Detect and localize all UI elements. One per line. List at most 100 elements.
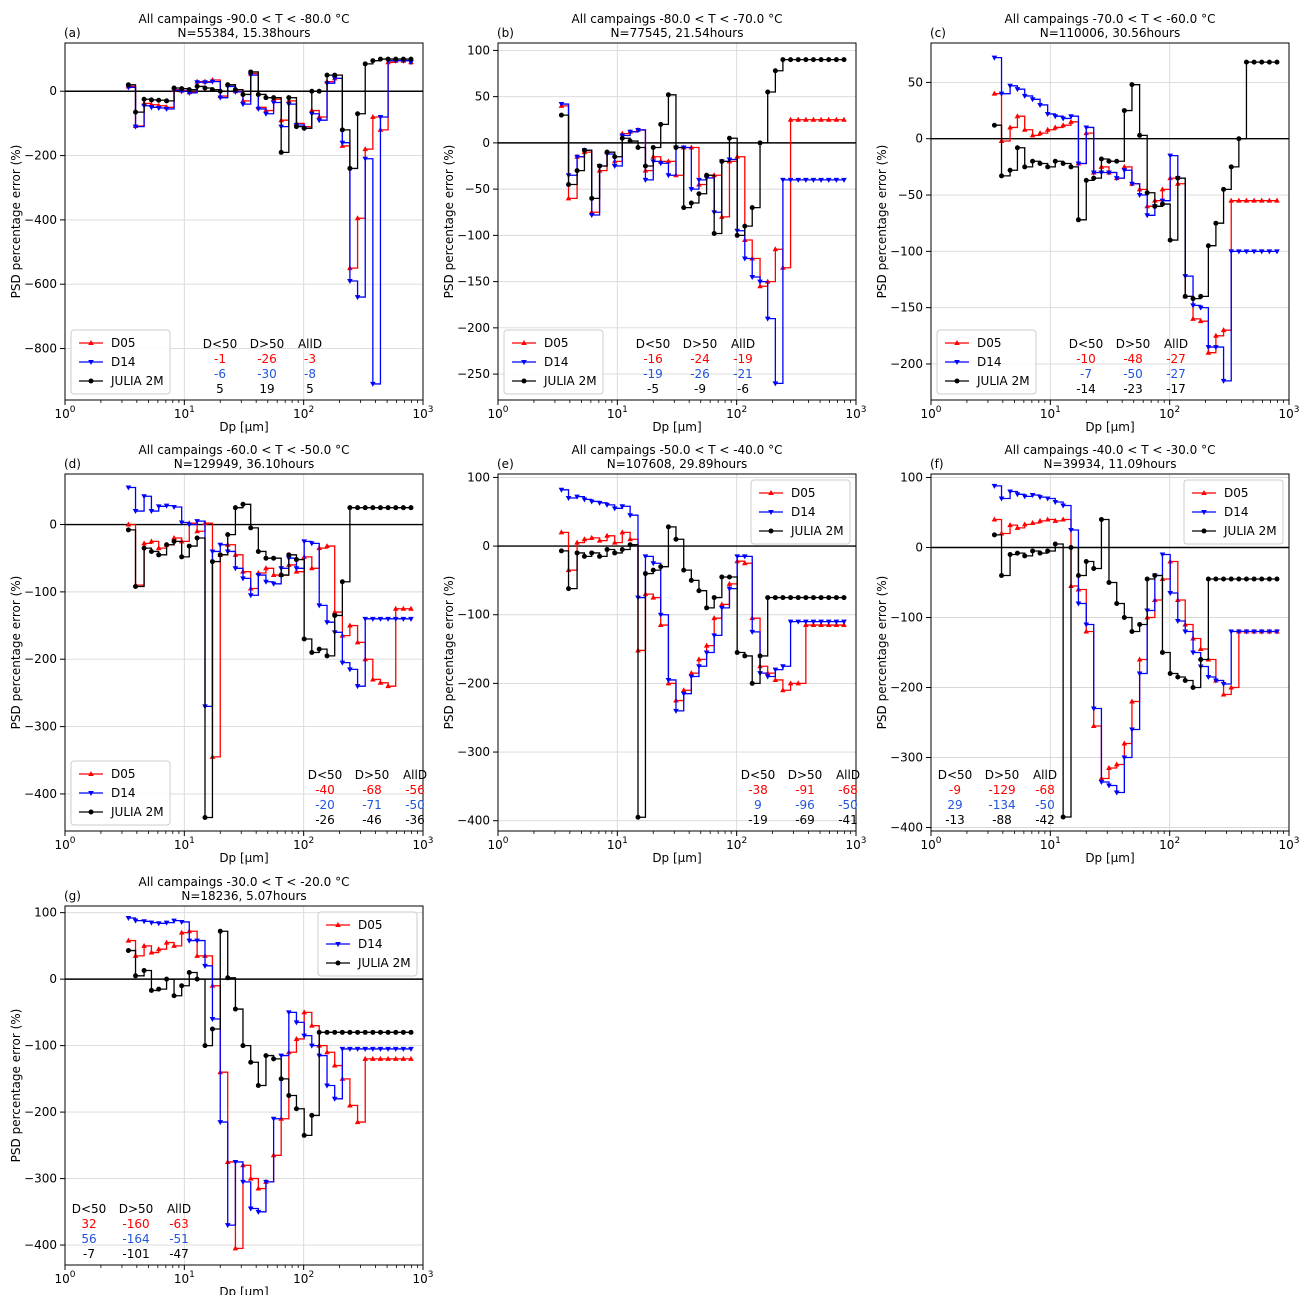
data-point	[240, 1043, 246, 1049]
data-point	[658, 564, 664, 570]
data-point	[316, 88, 322, 94]
legend-frame	[317, 911, 418, 977]
stats-value: -30	[257, 367, 277, 381]
data-point	[1106, 170, 1112, 176]
data-point	[772, 246, 779, 252]
data-point	[392, 605, 399, 611]
data-point	[1236, 576, 1242, 582]
stats-table: D<50 D>50 AllD-1 -26 -3-6 -30 -85 19 5	[203, 337, 322, 396]
data-point	[355, 1029, 361, 1035]
data-point	[362, 61, 368, 67]
data-point	[711, 633, 717, 639]
data-point	[1021, 93, 1028, 99]
data-point	[163, 939, 170, 945]
data-point	[1060, 516, 1066, 522]
axes-frame	[64, 473, 424, 832]
x-tick-base: 10	[293, 838, 308, 852]
data-point	[588, 534, 595, 540]
legend-marker	[954, 340, 960, 345]
data-point	[202, 1043, 208, 1049]
legend-marker	[1201, 510, 1207, 515]
data-point	[148, 105, 155, 111]
data-point	[1205, 349, 1212, 355]
x-tick-base: 10	[293, 1272, 308, 1286]
data-point	[370, 113, 376, 119]
data-point	[1083, 622, 1090, 628]
x-tick-base: 10	[920, 838, 935, 852]
x-tick-label: 103	[412, 1270, 433, 1286]
data-point	[125, 915, 132, 921]
data-point	[825, 116, 832, 122]
data-point	[309, 1112, 315, 1118]
data-point	[764, 674, 771, 680]
data-point	[826, 595, 832, 601]
stats-value: -19	[733, 352, 753, 366]
data-point	[1175, 619, 1181, 624]
data-point	[1014, 145, 1020, 151]
data-point	[408, 505, 414, 511]
data-point	[703, 650, 710, 656]
data-point	[565, 496, 572, 502]
series-d05	[991, 516, 1280, 781]
data-point	[558, 102, 565, 108]
data-point	[132, 918, 139, 924]
data-point	[225, 532, 231, 538]
data-point	[1129, 181, 1135, 187]
data-point	[347, 667, 353, 673]
data-point	[171, 993, 177, 999]
data-point	[558, 112, 564, 118]
data-point	[810, 619, 817, 625]
stats-value: -50	[838, 798, 858, 812]
stats-value: -8	[304, 367, 316, 381]
panel-label: (c)	[930, 26, 946, 40]
data-point	[331, 1096, 338, 1102]
data-point	[1137, 622, 1143, 627]
data-point	[125, 521, 132, 527]
stats-table: D<50 D>50 AllD -40 -68 -56 -20 -71 -50 -26 -46 -36	[308, 768, 427, 827]
data-point	[332, 72, 338, 78]
data-point	[324, 72, 330, 78]
data-point	[202, 85, 208, 91]
x-tick-base: 10	[920, 407, 935, 421]
data-point	[665, 92, 671, 98]
data-point	[1205, 243, 1211, 249]
y-tick-label: 50	[475, 90, 490, 104]
data-point	[194, 952, 200, 958]
data-point	[749, 205, 755, 211]
data-point	[742, 554, 748, 560]
series-line	[128, 60, 412, 385]
data-point	[1274, 59, 1280, 65]
chart-title: All campaings -30.0 < T < -20.0 °C	[139, 875, 350, 889]
y-tick-label: 0	[49, 518, 57, 532]
data-point	[1182, 678, 1188, 683]
legend-label: D14	[1224, 505, 1249, 519]
axes-frame	[64, 905, 424, 1266]
chart-subtitle: N=107608, 29.89hours	[607, 457, 748, 471]
data-point	[392, 1055, 399, 1061]
legend-label: D14	[358, 937, 383, 951]
data-point	[362, 1046, 369, 1052]
data-point	[1198, 657, 1204, 662]
data-point	[148, 509, 155, 515]
data-point	[133, 973, 139, 979]
data-point	[1266, 249, 1273, 255]
data-point	[263, 1179, 269, 1185]
data-point	[163, 106, 170, 112]
data-point	[408, 1046, 414, 1052]
x-tick-label: 100	[920, 405, 941, 421]
data-point	[171, 538, 177, 544]
y-tick-label: −100	[24, 1039, 57, 1053]
data-point	[217, 552, 223, 558]
data-point	[148, 538, 155, 544]
data-point	[385, 1046, 391, 1052]
data-point	[156, 986, 162, 992]
data-point	[1197, 305, 1204, 311]
series-d14	[558, 487, 847, 714]
data-point	[263, 565, 269, 571]
data-point	[232, 1006, 238, 1012]
data-point	[132, 509, 139, 515]
data-point	[377, 505, 383, 511]
stats-value: -13	[945, 813, 965, 827]
data-point	[764, 316, 771, 322]
